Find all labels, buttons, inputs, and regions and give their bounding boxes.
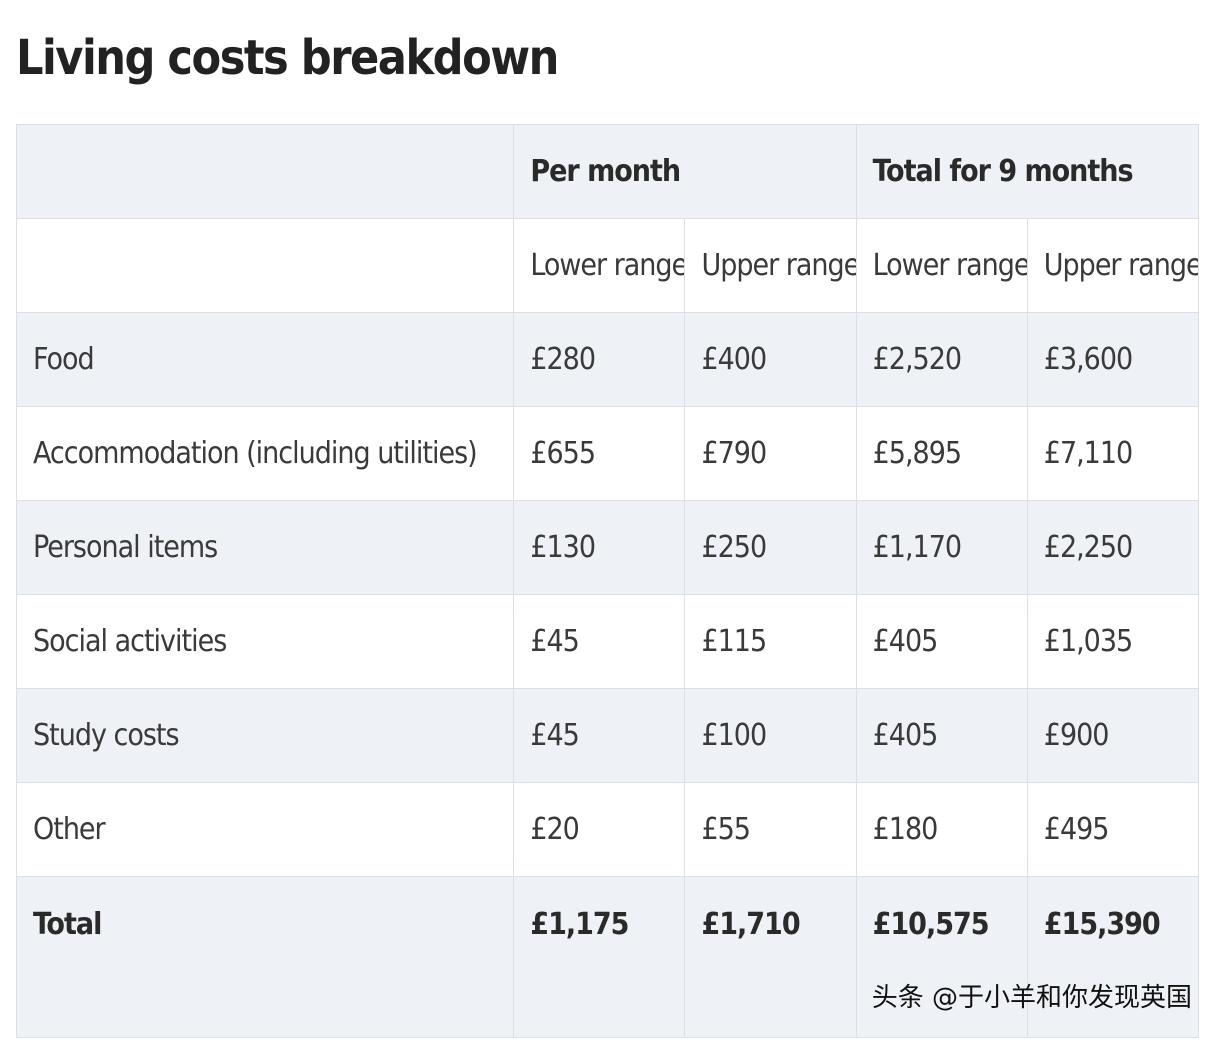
table-row: Food £280 £400 £2,520 £3,600 bbox=[15, 312, 1200, 407]
subheader-total-lower: Lower range bbox=[855, 218, 1028, 313]
row-pm-lower: £130 bbox=[513, 500, 686, 595]
header-total-9-months: Total for 9 months bbox=[855, 124, 1200, 219]
row-pm-upper: £115 bbox=[684, 594, 857, 689]
table-row: Social activities £45 £115 £405 £1,035 bbox=[15, 594, 1200, 689]
row-label: Accommodation (including utilities) bbox=[15, 406, 515, 501]
row-pm-lower: £45 bbox=[513, 594, 686, 689]
row-pm-lower: £655 bbox=[513, 406, 686, 501]
total-pm-upper: £1,710 bbox=[684, 876, 857, 1038]
row-total-upper: £3,600 bbox=[1026, 312, 1200, 407]
row-label: Personal items bbox=[15, 500, 515, 595]
table-row: Personal items £130 £250 £1,170 £2,250 bbox=[15, 500, 1200, 595]
table-total-row: Total £1,175 £1,710 £10,575 £15,390 bbox=[15, 876, 1200, 1038]
row-pm-lower: £280 bbox=[513, 312, 686, 407]
row-total-lower: £2,520 bbox=[855, 312, 1028, 407]
page-title: Living costs breakdown bbox=[16, 30, 559, 86]
row-pm-upper: £790 bbox=[684, 406, 857, 501]
subheader-pm-upper: Upper range bbox=[684, 218, 857, 313]
total-t-lower: £10,575 bbox=[855, 876, 1028, 1038]
row-label: Study costs bbox=[15, 688, 515, 783]
row-total-upper: £1,035 bbox=[1026, 594, 1200, 689]
row-pm-upper: £100 bbox=[684, 688, 857, 783]
row-total-upper: £495 bbox=[1026, 782, 1200, 877]
row-pm-lower: £20 bbox=[513, 782, 686, 877]
row-label: Social activities bbox=[15, 594, 515, 689]
subheader-total-upper: Upper range bbox=[1026, 218, 1200, 313]
row-label: Food bbox=[15, 312, 515, 407]
row-pm-upper: £55 bbox=[684, 782, 857, 877]
row-total-lower: £405 bbox=[855, 594, 1028, 689]
row-pm-upper: £400 bbox=[684, 312, 857, 407]
row-total-lower: £5,895 bbox=[855, 406, 1028, 501]
row-pm-upper: £250 bbox=[684, 500, 857, 595]
table-header-row: Per month Total for 9 months bbox=[15, 124, 1200, 219]
header-per-month: Per month bbox=[513, 124, 857, 219]
total-t-upper: £15,390 bbox=[1026, 876, 1200, 1038]
subheader-pm-lower: Lower range bbox=[513, 218, 686, 313]
table-subheader-row: Lower range Upper range Lower range Uppe… bbox=[15, 218, 1200, 313]
row-total-upper: £2,250 bbox=[1026, 500, 1200, 595]
table-row: Other £20 £55 £180 £495 bbox=[15, 782, 1200, 877]
row-total-upper: £7,110 bbox=[1026, 406, 1200, 501]
header-empty-cell bbox=[15, 124, 515, 219]
total-label: Total bbox=[15, 876, 515, 1038]
table-row: Study costs £45 £100 £405 £900 bbox=[15, 688, 1200, 783]
row-pm-lower: £45 bbox=[513, 688, 686, 783]
row-label: Other bbox=[15, 782, 515, 877]
living-costs-table: Per month Total for 9 months Lower range… bbox=[15, 124, 1200, 1038]
watermark-text: 头条 @于小羊和你发现英国 bbox=[871, 983, 1192, 1013]
row-total-upper: £900 bbox=[1026, 688, 1200, 783]
subheader-empty-cell bbox=[15, 218, 515, 313]
row-total-lower: £180 bbox=[855, 782, 1028, 877]
table-row: Accommodation (including utilities) £655 £… bbox=[15, 406, 1200, 501]
row-total-lower: £1,170 bbox=[855, 500, 1028, 595]
total-pm-lower: £1,175 bbox=[513, 876, 686, 1038]
row-total-lower: £405 bbox=[855, 688, 1028, 783]
